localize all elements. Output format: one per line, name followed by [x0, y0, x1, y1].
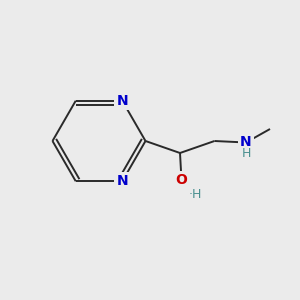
Text: H: H	[241, 147, 251, 161]
Text: N: N	[116, 94, 128, 108]
Text: ·H: ·H	[189, 188, 202, 200]
Text: N: N	[240, 136, 252, 149]
Text: N: N	[116, 174, 128, 188]
Text: O: O	[176, 173, 188, 187]
